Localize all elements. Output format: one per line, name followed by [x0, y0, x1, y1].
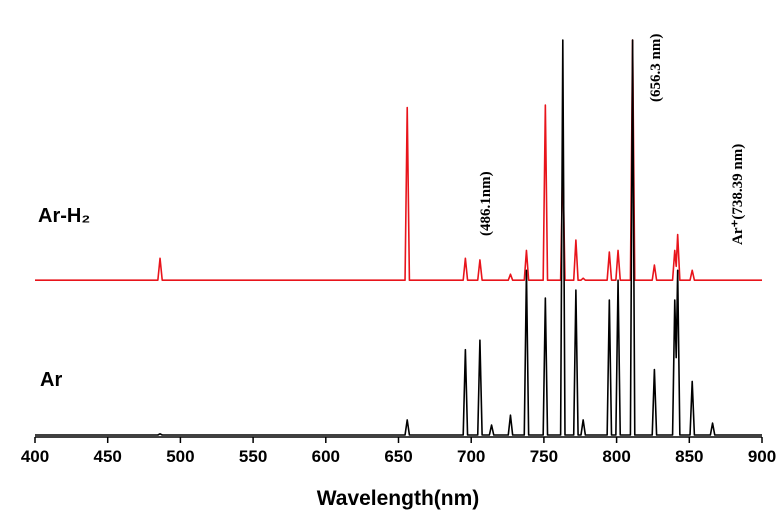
peak-annotation: Ar⁺(738.39 nm) — [730, 144, 746, 245]
series-label: Ar-H₂ — [38, 205, 90, 227]
x-tick-label: 600 — [312, 447, 340, 466]
x-tick-label: 650 — [384, 447, 412, 466]
x-tick-label: 850 — [675, 447, 703, 466]
peak-annotation: (486.1nm) — [478, 171, 494, 236]
x-axis-label: Wavelength(nm) — [317, 487, 480, 510]
x-tick-label: 500 — [166, 447, 194, 466]
x-tick-label: 750 — [530, 447, 558, 466]
peak-annotation: (656.3 nm) — [648, 34, 664, 102]
series-label: Ar — [40, 369, 62, 391]
x-tick-label: 800 — [602, 447, 630, 466]
x-tick-label: 400 — [21, 447, 49, 466]
x-tick-label: 450 — [94, 447, 122, 466]
x-tick-label: 900 — [748, 447, 776, 466]
x-tick-label: 550 — [239, 447, 267, 466]
spectrum-line — [35, 39, 762, 436]
spectrum-line — [35, 39, 762, 281]
x-tick-label: 700 — [457, 447, 485, 466]
